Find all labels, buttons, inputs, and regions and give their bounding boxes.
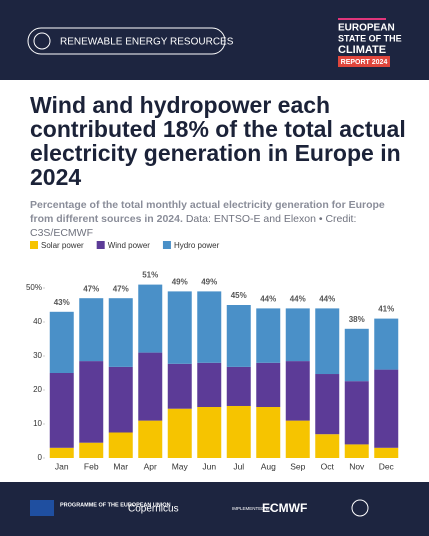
bar-segment: [167, 291, 192, 364]
logo-text: EUROPEAN: [338, 23, 395, 34]
bar-segment: [374, 369, 399, 448]
total-label: 51%: [142, 271, 158, 280]
bar-segment: [138, 352, 163, 421]
x-tick-label: Jul: [233, 461, 244, 471]
y-tick-label: 30: [33, 351, 42, 360]
badge-icon: [33, 32, 51, 50]
x-tick-label: Sep: [290, 461, 305, 471]
bar-segment: [315, 308, 340, 375]
bar-segment: [49, 311, 74, 373]
bar-segment: [344, 444, 369, 458]
legend-label: Wind power: [108, 241, 151, 250]
x-tick-label: Feb: [84, 461, 99, 471]
source: Data: ENTSO-E and Elexon • Credit: C3S/E…: [30, 213, 357, 239]
bar-segment: [285, 420, 310, 458]
bar-segment: [138, 284, 163, 353]
y-tick-label: 40: [33, 317, 42, 326]
chart-subtitle: Percentage of the total monthly actual e…: [30, 198, 410, 240]
legend-label: Solar power: [41, 241, 84, 250]
total-label: 44%: [290, 295, 306, 304]
bar-segment: [197, 407, 222, 458]
footer-band: [0, 482, 429, 536]
total-label: 49%: [201, 278, 217, 287]
bar-segment: [167, 363, 192, 409]
bar-segment: [315, 434, 340, 458]
total-label: 41%: [378, 305, 394, 314]
logo-line: [338, 18, 386, 20]
bar-segment: [167, 408, 192, 458]
x-tick-label: Apr: [144, 461, 157, 471]
bar-segment: [226, 405, 251, 458]
total-label: 44%: [260, 295, 276, 304]
bar-segment: [108, 432, 133, 458]
x-tick-label: Mar: [113, 461, 128, 471]
y-tick-label: 50%: [26, 283, 42, 292]
total-label: 49%: [172, 278, 188, 287]
y-tick-label: 10: [33, 419, 42, 428]
logo-text: CLIMATE: [338, 44, 386, 56]
bar-segment: [79, 442, 104, 458]
bar-segment: [226, 305, 251, 367]
x-tick-label: Aug: [261, 461, 276, 471]
total-label: 47%: [83, 284, 99, 293]
bar-segment: [79, 361, 104, 443]
bar-segment: [49, 373, 74, 448]
chart-title: Wind and hydropower each contributed 18%…: [30, 92, 406, 190]
footer-text: Copernicus: [128, 504, 179, 515]
legend-swatch: [96, 241, 105, 249]
bar-segment: [256, 308, 281, 363]
logo-text: STATE OF THE: [338, 33, 402, 43]
bar-segment: [197, 362, 222, 407]
legend-label: Hydro power: [174, 241, 220, 250]
x-tick-label: Jan: [55, 461, 69, 471]
bar-segment: [108, 366, 133, 433]
x-tick-label: Nov: [349, 461, 365, 471]
footer-text: PROGRAMME OF THE EUROPEAN UNION: [60, 502, 171, 508]
badge-text: RENEWABLE ENERGY RESOURCES: [60, 37, 234, 48]
y-tick-label: 0: [38, 453, 43, 462]
report-box: [338, 56, 390, 67]
bar-segment: [226, 366, 251, 406]
bar-segment: [315, 374, 340, 435]
footer-text: ECMWF: [262, 501, 307, 515]
report-text: REPORT 2024: [341, 59, 388, 66]
total-label: 43%: [54, 298, 70, 307]
bar-segment: [79, 298, 104, 362]
bar-segment: [374, 447, 399, 458]
bar-segment: [256, 362, 281, 407]
legend-swatch: [30, 241, 38, 249]
bar-segment: [374, 318, 399, 370]
bar-segment: [256, 407, 281, 458]
x-tick-label: Oct: [321, 461, 335, 471]
bar-segment: [344, 381, 369, 445]
subtitle: Percentage of the total monthly actual e…: [30, 199, 385, 225]
y-tick-label: 20: [33, 385, 42, 394]
bar-segment: [49, 447, 74, 458]
footer-text: IMPLEMENTED BY: [232, 506, 272, 511]
bar-segment: [285, 308, 310, 362]
x-tick-label: May: [172, 461, 189, 471]
x-tick-label: Jun: [202, 461, 216, 471]
total-label: 38%: [349, 315, 365, 324]
bar-segment: [108, 298, 133, 367]
bar-segment: [285, 361, 310, 421]
badge: [27, 27, 226, 55]
x-tick-label: Dec: [379, 461, 395, 471]
wmo-logo: [351, 499, 369, 517]
eu-flag: [30, 500, 54, 516]
total-label: 45%: [231, 291, 247, 300]
total-label: 47%: [113, 284, 129, 293]
bar-segment: [197, 291, 222, 363]
bar-segment: [344, 328, 369, 382]
legend-swatch: [162, 241, 171, 249]
bar-segment: [138, 420, 163, 458]
total-label: 44%: [319, 295, 335, 304]
